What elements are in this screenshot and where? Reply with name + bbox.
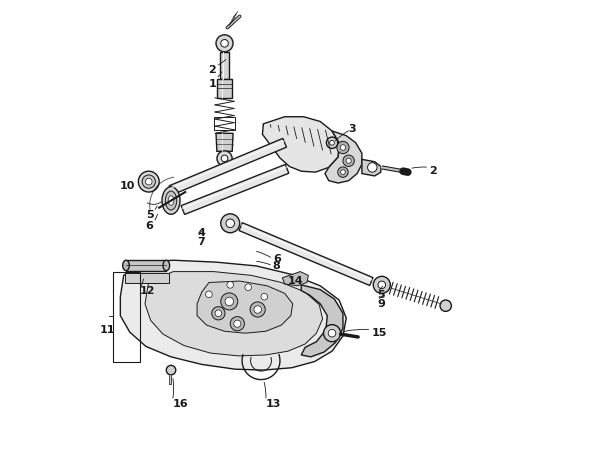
Circle shape bbox=[166, 365, 176, 375]
Text: 9: 9 bbox=[377, 299, 385, 309]
Circle shape bbox=[340, 145, 346, 150]
Text: 11: 11 bbox=[100, 325, 116, 335]
Circle shape bbox=[206, 291, 212, 298]
Polygon shape bbox=[169, 138, 286, 194]
Circle shape bbox=[328, 329, 336, 337]
Text: 2: 2 bbox=[429, 166, 437, 176]
Circle shape bbox=[330, 141, 334, 145]
Circle shape bbox=[261, 294, 267, 300]
Polygon shape bbox=[239, 223, 373, 285]
Circle shape bbox=[326, 137, 338, 149]
Circle shape bbox=[221, 155, 228, 162]
Polygon shape bbox=[145, 272, 323, 356]
Text: 12: 12 bbox=[140, 285, 155, 295]
Circle shape bbox=[341, 170, 345, 174]
Circle shape bbox=[225, 297, 234, 306]
Polygon shape bbox=[216, 133, 233, 152]
Polygon shape bbox=[125, 274, 169, 283]
Ellipse shape bbox=[163, 260, 170, 271]
Text: 3: 3 bbox=[349, 124, 356, 133]
Circle shape bbox=[227, 282, 234, 288]
Text: 8: 8 bbox=[273, 261, 280, 271]
Text: 14: 14 bbox=[288, 276, 304, 286]
Polygon shape bbox=[282, 272, 308, 286]
Circle shape bbox=[221, 39, 228, 47]
Polygon shape bbox=[263, 117, 339, 172]
Text: 16: 16 bbox=[173, 399, 188, 409]
Ellipse shape bbox=[162, 187, 180, 214]
Circle shape bbox=[234, 320, 241, 327]
Circle shape bbox=[250, 302, 265, 317]
Ellipse shape bbox=[123, 260, 129, 271]
Polygon shape bbox=[126, 260, 166, 271]
Circle shape bbox=[324, 324, 340, 342]
Circle shape bbox=[142, 175, 155, 188]
Circle shape bbox=[343, 155, 354, 166]
Ellipse shape bbox=[168, 196, 174, 205]
Circle shape bbox=[146, 178, 152, 185]
Polygon shape bbox=[217, 79, 232, 98]
Circle shape bbox=[215, 310, 222, 317]
Circle shape bbox=[245, 284, 252, 291]
Circle shape bbox=[440, 300, 452, 312]
Polygon shape bbox=[301, 285, 343, 357]
Circle shape bbox=[212, 307, 225, 320]
Text: 7: 7 bbox=[197, 237, 205, 247]
Polygon shape bbox=[325, 131, 362, 183]
Circle shape bbox=[338, 167, 348, 177]
Circle shape bbox=[346, 158, 351, 163]
Circle shape bbox=[337, 142, 349, 154]
Circle shape bbox=[373, 276, 390, 294]
Circle shape bbox=[216, 35, 233, 52]
Circle shape bbox=[230, 317, 244, 331]
Text: 5: 5 bbox=[377, 290, 385, 300]
Polygon shape bbox=[220, 52, 229, 79]
Circle shape bbox=[138, 171, 159, 192]
Text: 13: 13 bbox=[266, 399, 281, 409]
Ellipse shape bbox=[165, 191, 177, 210]
Polygon shape bbox=[197, 281, 293, 333]
Polygon shape bbox=[121, 260, 346, 370]
Text: 15: 15 bbox=[371, 328, 387, 338]
Polygon shape bbox=[181, 164, 289, 214]
Text: 6: 6 bbox=[146, 221, 154, 231]
Polygon shape bbox=[362, 159, 381, 176]
Circle shape bbox=[368, 162, 377, 172]
Circle shape bbox=[378, 281, 386, 289]
Circle shape bbox=[226, 219, 234, 228]
Text: 5: 5 bbox=[146, 210, 154, 220]
Circle shape bbox=[221, 214, 240, 233]
Text: 10: 10 bbox=[120, 181, 135, 191]
Text: 4: 4 bbox=[197, 228, 205, 238]
Text: 6: 6 bbox=[273, 254, 281, 264]
Circle shape bbox=[254, 306, 261, 314]
Text: 1: 1 bbox=[208, 78, 216, 88]
Circle shape bbox=[217, 151, 232, 166]
Circle shape bbox=[221, 293, 238, 310]
Text: 2: 2 bbox=[208, 66, 216, 76]
